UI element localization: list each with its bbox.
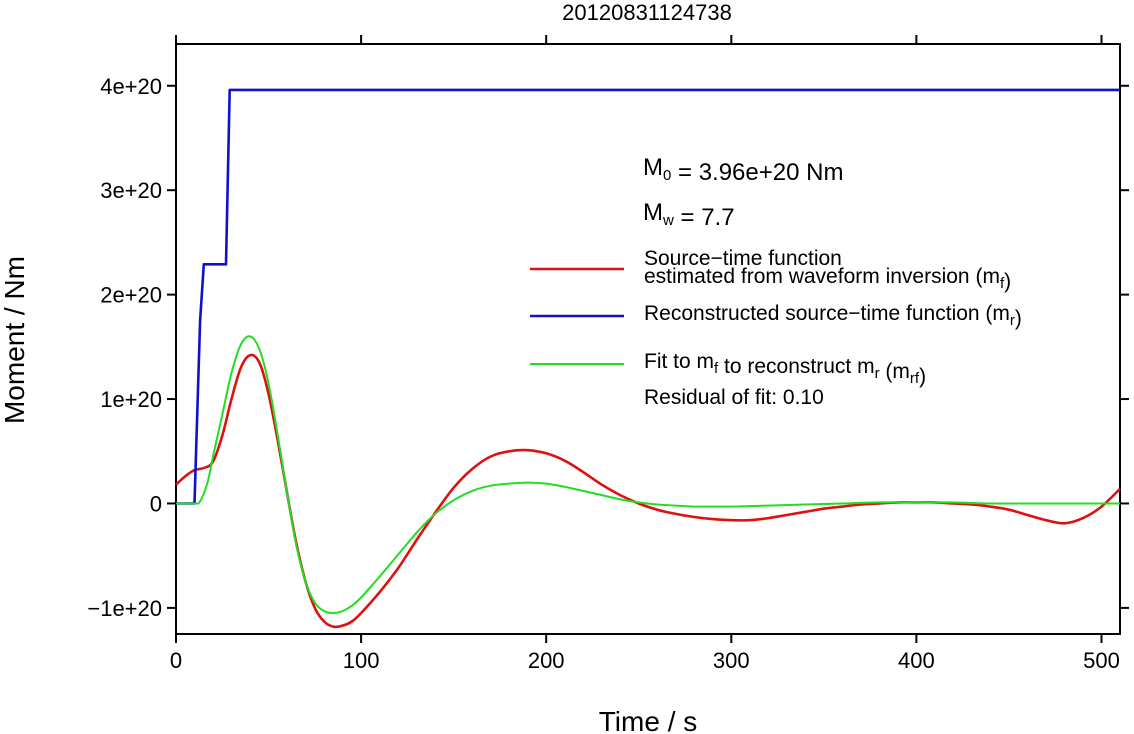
series-group <box>175 88 1121 629</box>
m0-annotation: M0 = 3.96e+20 Nm <box>643 154 843 186</box>
x-tick-label: 100 <box>343 648 380 673</box>
y-tick-label: 3e+20 <box>100 178 162 203</box>
y-axis-label: Moment / Nm <box>0 256 30 424</box>
fit-line <box>175 335 1120 615</box>
x-tick-label: 500 <box>1083 648 1120 673</box>
axis-ticks: 0 100 200 300 400 500 −1e+20 0 1e+20 2e+20 3e+20 4e… <box>87 35 1129 673</box>
y-tick-label: −1e+20 <box>87 596 162 621</box>
x-axis-label: Time / s <box>599 706 698 734</box>
x-tick-label: 200 <box>528 648 565 673</box>
x-tick-label: 300 <box>713 648 750 673</box>
chart-title: 20120831124738 <box>562 0 732 25</box>
reconstructed-stf-line <box>176 88 1120 505</box>
y-tick-label: 2e+20 <box>100 283 162 308</box>
x-tick-label: 0 <box>170 648 182 673</box>
y-tick-label: 0 <box>150 491 162 516</box>
legend-entry-label: Reconstructed source−time function (mr) <box>644 302 1022 330</box>
legend-entry-label: Fit to mf to reconstruct mr (mrf) <box>644 350 926 388</box>
mw-annotation: Mw = 7.7 <box>643 199 735 231</box>
x-tick-label: 400 <box>898 648 935 673</box>
y-tick-label: 1e+20 <box>100 387 162 412</box>
legend-entry-label: estimated from waveform inversion (mf) <box>644 265 1011 293</box>
residual-note: Residual of fit: 0.10 <box>644 386 824 409</box>
legend: M0 = 3.96e+20 Nm Mw = 7.7 Source−time func… <box>530 154 1022 409</box>
plot-frame <box>175 43 1121 635</box>
legend-entry-label: Source−time function <box>644 247 842 270</box>
y-tick-label: 4e+20 <box>100 74 162 99</box>
